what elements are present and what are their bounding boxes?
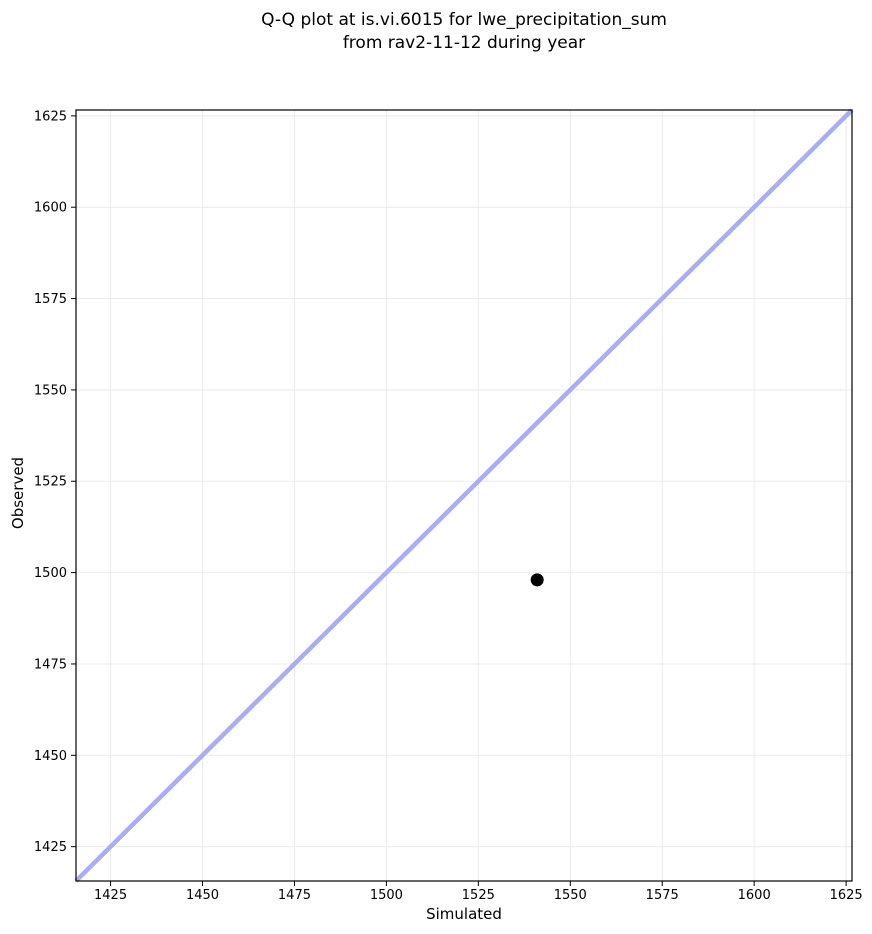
y-tick-label: 1450 xyxy=(34,749,67,764)
data-point xyxy=(530,573,544,587)
x-tick-label: 1525 xyxy=(462,888,495,903)
x-tick-label: 1450 xyxy=(186,888,219,903)
y-tick-label: 1550 xyxy=(34,383,67,398)
y-tick-label: 1525 xyxy=(34,475,67,490)
x-tick-label: 1575 xyxy=(646,888,679,903)
x-axis-label: Simulated xyxy=(426,905,502,923)
y-tick-label: 1425 xyxy=(34,840,67,855)
y-tick-label: 1475 xyxy=(34,657,67,672)
x-tick-label: 1475 xyxy=(278,888,311,903)
y-tick-label: 1600 xyxy=(34,201,67,216)
chart-title-line2: from rav2-11-12 during year xyxy=(342,33,586,53)
x-tick-label: 1625 xyxy=(830,888,863,903)
chart-title: Q-Q plot at is.vi.6015 for lwe_precipita… xyxy=(76,9,852,55)
chart-title-line1: Q-Q plot at is.vi.6015 for lwe_precipita… xyxy=(261,10,667,30)
x-tick-label: 1500 xyxy=(370,888,403,903)
x-tick-label: 1550 xyxy=(554,888,587,903)
x-tick-label: 1600 xyxy=(738,888,771,903)
plot-border xyxy=(75,109,853,882)
y-tick-label: 1575 xyxy=(34,292,67,307)
y-tick-label: 1500 xyxy=(34,566,67,581)
x-tick-label: 1425 xyxy=(94,888,127,903)
y-tick-label: 1625 xyxy=(34,109,67,124)
identity-reference-line xyxy=(74,108,854,883)
